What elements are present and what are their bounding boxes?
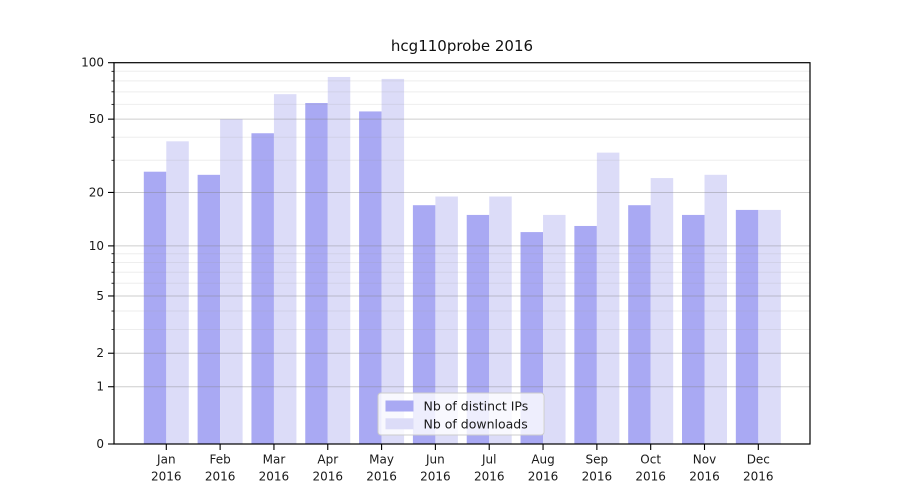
bar-nb-of-downloads-apr [327, 76, 351, 444]
bar-nb-of-downloads-may [381, 78, 405, 445]
x-tick-label-dec: Dec [747, 453, 770, 467]
legend-label-distinct-ips: Nb of distinct IPs [424, 399, 529, 414]
bar-nb-of-downloads-jan [166, 141, 189, 444]
bar-nb-of-distinct-ips-aug [520, 232, 544, 444]
legend-swatch-distinct-ips [385, 400, 414, 412]
x-tick-label-feb: Feb [209, 453, 230, 467]
y-tick-label-100: 100 [81, 56, 104, 70]
bar-nb-of-distinct-ips-jul [466, 214, 490, 444]
bar-nb-of-downloads-mar [273, 94, 297, 445]
x-tick-year-may: 2016 [366, 470, 397, 484]
legend-label-downloads: Nb of downloads [424, 417, 528, 432]
y-tick-label-20: 20 [89, 185, 104, 199]
x-tick-year-jul: 2016 [474, 470, 505, 484]
y-tick-label-5: 5 [96, 289, 104, 303]
x-tick-year-jan: 2016 [151, 470, 182, 484]
plot-content: 0 1 2 5 10 20 50 100 Jan 2016 Feb 2016 Mar 2016 Apr 201… [81, 56, 810, 484]
legend: Nb of distinct IPs Nb of downloads [377, 392, 545, 436]
x-tick-year-mar: 2016 [259, 470, 290, 484]
x-tick-year-sep: 2016 [582, 470, 613, 484]
chart-title: hcg110probe 2016 [391, 37, 533, 55]
bar-nb-of-downloads-feb [220, 119, 243, 445]
y-tick-label-50: 50 [89, 112, 104, 126]
x-tick-year-jun: 2016 [420, 470, 451, 484]
legend-swatch-downloads [385, 418, 414, 430]
x-tick-label-nov: Nov [693, 453, 716, 467]
bar-nb-of-distinct-ips-nov [682, 214, 705, 444]
bar-nb-of-distinct-ips-dec [735, 209, 759, 444]
bar-nb-of-distinct-ips-jan [143, 171, 167, 444]
bar-nb-of-downloads-jun [435, 196, 458, 444]
y-tick-label-0: 0 [96, 437, 104, 451]
x-tick-year-feb: 2016 [205, 470, 236, 484]
x-tick-label-jul: Jul [481, 453, 496, 467]
bar-nb-of-downloads-dec [758, 209, 781, 444]
x-tick-label-may: May [369, 453, 394, 467]
x-tick-label-oct: Oct [640, 453, 661, 467]
bar-nb-of-distinct-ips-oct [628, 205, 651, 444]
x-tick-year-apr: 2016 [312, 470, 343, 484]
bar-nb-of-distinct-ips-jun [412, 205, 436, 444]
legend-box [377, 392, 545, 436]
bar-nb-of-downloads-aug [543, 214, 566, 444]
x-tick-label-jun: Jun [425, 453, 445, 467]
x-tick-year-oct: 2016 [635, 470, 666, 484]
bar-nb-of-distinct-ips-mar [251, 133, 274, 444]
y-tick-label-2: 2 [96, 346, 104, 360]
x-tick-label-apr: Apr [317, 453, 338, 467]
x-tick-label-sep: Sep [586, 453, 609, 467]
bar-nb-of-distinct-ips-feb [197, 174, 221, 444]
bar-nb-of-downloads-jul [489, 196, 512, 444]
x-tick-year-nov: 2016 [689, 470, 720, 484]
bar-nb-of-downloads-oct [650, 178, 674, 444]
y-tick-label-10: 10 [89, 239, 104, 253]
x-tick-label-mar: Mar [263, 453, 286, 467]
bar-nb-of-downloads-nov [704, 174, 727, 444]
plot-border [113, 62, 811, 445]
x-tick-label-aug: Aug [531, 453, 554, 467]
bar-nb-of-distinct-ips-sep [574, 225, 597, 444]
bar-nb-of-distinct-ips-apr [305, 103, 328, 445]
x-tick-year-dec: 2016 [743, 470, 774, 484]
bar-nb-of-downloads-sep [596, 152, 620, 444]
x-tick-year-aug: 2016 [528, 470, 559, 484]
bar-nb-of-distinct-ips-may [359, 111, 382, 445]
x-tick-label-jan: Jan [156, 453, 176, 467]
y-tick-label-1: 1 [96, 380, 104, 394]
